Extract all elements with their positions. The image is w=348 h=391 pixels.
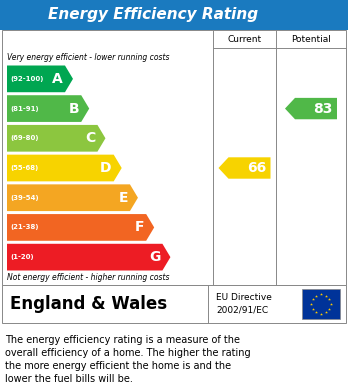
Text: F: F <box>135 221 144 235</box>
Polygon shape <box>285 98 337 119</box>
Text: A: A <box>52 72 63 86</box>
Text: overall efficiency of a home. The higher the rating: overall efficiency of a home. The higher… <box>5 348 251 358</box>
Text: D: D <box>100 161 112 175</box>
Polygon shape <box>7 185 138 211</box>
Text: (81-91): (81-91) <box>10 106 39 111</box>
Bar <box>302 289 340 319</box>
Polygon shape <box>7 155 122 181</box>
Bar <box>2 285 346 323</box>
Polygon shape <box>7 244 171 271</box>
Text: (55-68): (55-68) <box>10 165 38 171</box>
Text: EU Directive: EU Directive <box>216 294 272 303</box>
Polygon shape <box>219 157 270 179</box>
Polygon shape <box>7 66 73 92</box>
Text: The energy efficiency rating is a measure of the: The energy efficiency rating is a measur… <box>5 335 240 345</box>
Text: Not energy efficient - higher running costs: Not energy efficient - higher running co… <box>7 273 169 283</box>
Text: (21-38): (21-38) <box>10 224 39 230</box>
Text: (92-100): (92-100) <box>10 76 44 82</box>
Polygon shape <box>7 125 105 152</box>
Text: E: E <box>118 191 128 205</box>
Text: England & Wales: England & Wales <box>10 295 167 313</box>
Text: 83: 83 <box>314 102 333 116</box>
Text: (1-20): (1-20) <box>10 254 34 260</box>
Bar <box>0 0 348 30</box>
Text: Energy Efficiency Rating: Energy Efficiency Rating <box>48 7 258 23</box>
Text: (39-54): (39-54) <box>10 195 39 201</box>
Text: 66: 66 <box>247 161 267 175</box>
Text: B: B <box>69 102 79 116</box>
Text: C: C <box>85 131 95 145</box>
Text: G: G <box>149 250 160 264</box>
Polygon shape <box>7 214 154 241</box>
Bar <box>2 30 346 285</box>
Text: Very energy efficient - lower running costs: Very energy efficient - lower running co… <box>7 54 169 63</box>
Text: lower the fuel bills will be.: lower the fuel bills will be. <box>5 374 133 384</box>
Polygon shape <box>7 95 89 122</box>
Text: 2002/91/EC: 2002/91/EC <box>216 305 268 314</box>
Text: Potential: Potential <box>291 34 331 43</box>
Text: the more energy efficient the home is and the: the more energy efficient the home is an… <box>5 361 231 371</box>
Text: (69-80): (69-80) <box>10 135 39 141</box>
Text: Current: Current <box>228 34 262 43</box>
